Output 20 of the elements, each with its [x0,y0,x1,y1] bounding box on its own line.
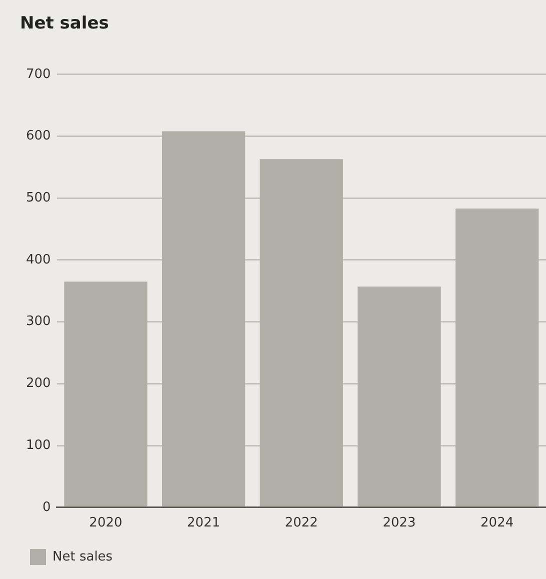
legend-label: Net sales [52,549,113,564]
x-tick-label: 2022 [284,516,318,531]
y-tick-label: 200 [26,376,51,392]
bar [358,286,441,507]
bar [162,131,246,507]
x-tick-label: 2024 [480,516,514,531]
y-tick-label: 500 [26,190,51,206]
y-tick-label: 0 [42,500,51,515]
y-tick-label: 700 [26,66,51,82]
y-tick-label: 300 [26,314,51,330]
x-tick-label: 2023 [382,516,416,531]
x-tick-label: 2020 [89,516,122,531]
x-tick-label: 2021 [187,516,220,531]
bar [260,159,343,507]
bar [456,208,539,507]
y-tick-label: 100 [26,438,51,453]
bar [64,282,148,507]
y-tick-label: 400 [26,252,51,268]
chart-title: Net sales [20,14,109,34]
y-tick-label: 600 [26,128,51,144]
